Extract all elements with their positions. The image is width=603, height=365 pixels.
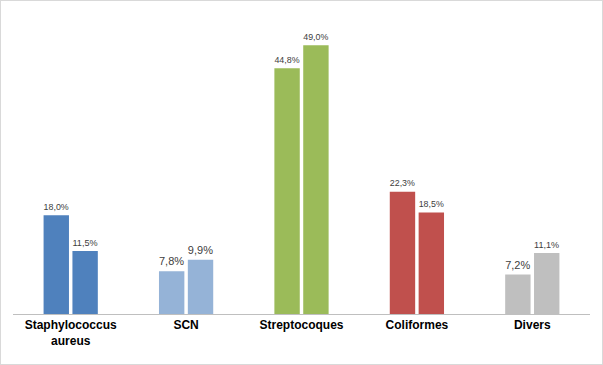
svg-text:44,8%: 44,8% [274, 55, 299, 65]
svg-text:Staphylococcusaureus: Staphylococcusaureus [25, 318, 117, 348]
svg-text:18,5%: 18,5% [419, 199, 444, 209]
svg-text:11,5%: 11,5% [72, 238, 97, 248]
svg-text:9,9%: 9,9% [188, 244, 213, 256]
svg-text:SCN: SCN [173, 318, 198, 332]
svg-text:11,1%: 11,1% [534, 240, 559, 250]
svg-text:49,0%: 49,0% [303, 32, 328, 42]
svg-text:22,3%: 22,3% [390, 178, 415, 188]
svg-text:18,0%: 18,0% [44, 202, 69, 212]
svg-text:Streptocoques: Streptocoques [259, 318, 343, 332]
svg-text:7,8%: 7,8% [159, 255, 184, 267]
svg-text:Coliformes: Coliformes [386, 318, 449, 332]
svg-text:Divers: Divers [514, 318, 551, 332]
svg-text:7,2%: 7,2% [505, 259, 530, 271]
